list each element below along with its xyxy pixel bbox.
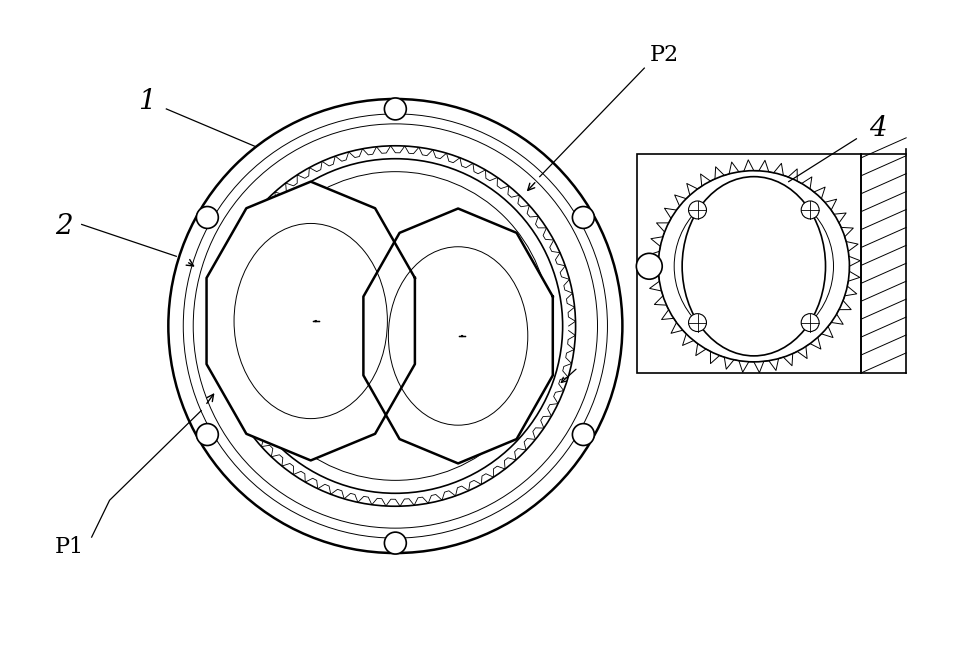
Polygon shape xyxy=(306,224,344,260)
Polygon shape xyxy=(383,314,407,338)
Text: 1: 1 xyxy=(137,89,156,115)
Circle shape xyxy=(802,201,819,219)
Circle shape xyxy=(241,172,550,480)
Circle shape xyxy=(802,314,819,331)
Polygon shape xyxy=(259,308,297,344)
Circle shape xyxy=(197,207,218,228)
Text: P2: P2 xyxy=(650,44,679,66)
Circle shape xyxy=(636,253,662,279)
Ellipse shape xyxy=(683,176,826,356)
Circle shape xyxy=(688,201,707,219)
Polygon shape xyxy=(494,308,531,344)
Circle shape xyxy=(572,424,594,445)
Circle shape xyxy=(704,216,804,316)
Circle shape xyxy=(197,424,218,445)
Polygon shape xyxy=(306,392,344,428)
Bar xyxy=(637,154,861,373)
Polygon shape xyxy=(364,209,553,463)
Circle shape xyxy=(572,207,594,228)
Circle shape xyxy=(384,532,406,554)
Polygon shape xyxy=(447,224,484,260)
Circle shape xyxy=(384,98,406,120)
Text: 2: 2 xyxy=(55,213,73,240)
Polygon shape xyxy=(206,182,415,461)
Circle shape xyxy=(688,314,707,331)
Text: P1: P1 xyxy=(55,536,84,558)
Polygon shape xyxy=(447,392,484,428)
Text: 4: 4 xyxy=(870,115,887,142)
